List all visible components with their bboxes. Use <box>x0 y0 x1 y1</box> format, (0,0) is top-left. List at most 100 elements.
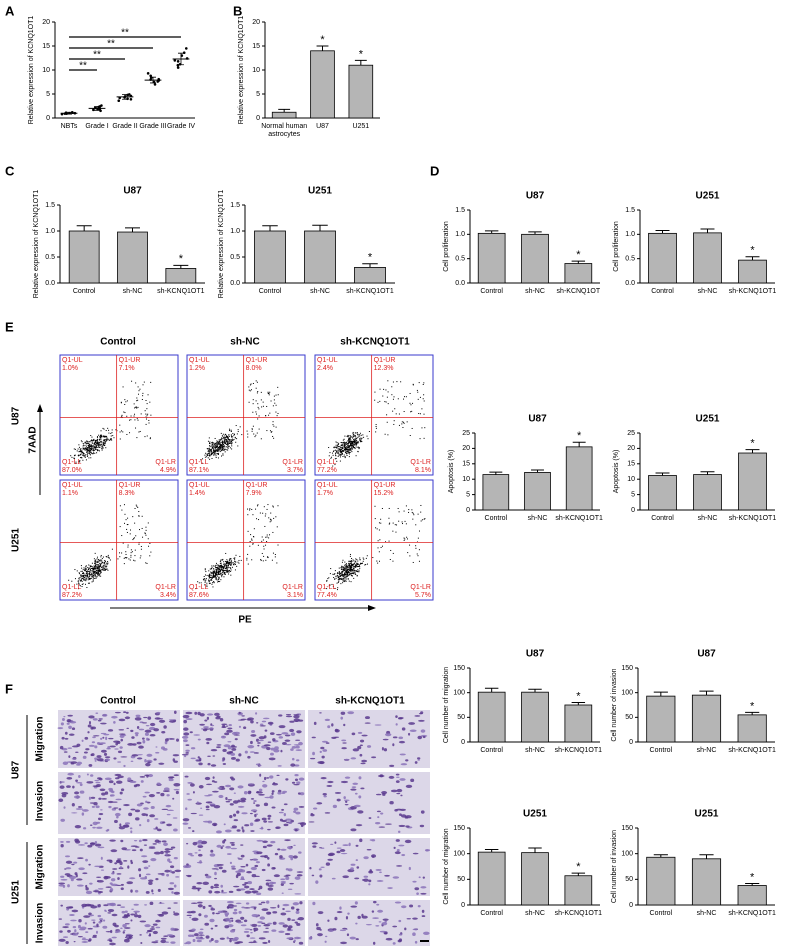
cell <box>88 715 95 719</box>
y-axis-label: Relative expression of KCNQ1OT1 <box>28 16 35 125</box>
event-dot <box>274 553 276 555</box>
event-dot <box>374 399 376 401</box>
event-dot <box>423 413 425 415</box>
event-dot <box>103 561 105 563</box>
event-dot <box>359 439 361 441</box>
event-dot <box>131 380 133 382</box>
event-dot <box>374 518 376 520</box>
event-dot <box>103 428 105 430</box>
data-point <box>146 72 150 75</box>
quadrant-name: Q1-LR <box>410 584 431 591</box>
data-point <box>184 47 188 50</box>
cell <box>296 781 301 785</box>
event-dot <box>350 444 352 446</box>
cell <box>197 845 204 848</box>
bar <box>354 266 386 284</box>
event-dot <box>341 572 343 574</box>
plot-frame <box>314 479 434 601</box>
event-dot <box>348 560 350 562</box>
cell <box>113 720 116 724</box>
event-dot <box>82 575 84 577</box>
cell <box>236 829 241 832</box>
cell <box>334 729 340 733</box>
event-dot <box>228 563 230 565</box>
cell <box>328 929 334 932</box>
event-dot <box>88 444 90 446</box>
event-dot <box>94 566 96 568</box>
event-dot <box>97 574 99 576</box>
cell <box>64 923 70 926</box>
event-dot <box>260 391 262 393</box>
cell <box>155 746 158 748</box>
event-dot <box>342 559 344 561</box>
event-dot <box>340 450 342 452</box>
event-dot <box>220 450 222 452</box>
event-dot <box>217 572 219 574</box>
cell <box>98 718 103 720</box>
event-dot <box>327 578 329 580</box>
event-dot <box>94 443 96 445</box>
event-dot <box>216 574 218 576</box>
event-dot <box>80 450 82 452</box>
event-dot <box>423 400 425 402</box>
cell <box>60 904 63 907</box>
event-dot <box>95 570 97 572</box>
event-dot <box>230 440 232 442</box>
event-dot <box>272 435 274 437</box>
event-dot <box>350 440 352 442</box>
event-dot <box>227 571 229 573</box>
event-dot <box>359 435 361 437</box>
cell <box>280 878 286 881</box>
event-dot <box>340 447 342 449</box>
y-tick-label: 0 <box>631 507 635 514</box>
event-dot <box>338 570 340 572</box>
event-dot <box>205 579 207 581</box>
event-dot <box>211 442 213 444</box>
event-dot <box>352 570 354 572</box>
event-dot <box>257 544 259 546</box>
error-bar <box>571 260 586 264</box>
row-label: U251 <box>11 528 22 552</box>
cell <box>295 739 301 741</box>
cell <box>294 828 298 832</box>
event-dot <box>331 583 333 585</box>
cell <box>350 867 354 871</box>
event-dot <box>355 443 357 445</box>
event-dot <box>83 575 85 577</box>
event-dot <box>146 414 148 416</box>
bar <box>646 856 676 906</box>
cell <box>321 740 328 743</box>
cell <box>119 791 123 795</box>
event-dot <box>344 446 346 448</box>
event-dot <box>217 570 219 572</box>
event-dot <box>346 566 348 568</box>
significance: ** <box>79 61 87 72</box>
event-dot <box>209 451 211 453</box>
cell <box>408 732 411 736</box>
x-tick-label: Control <box>480 288 503 295</box>
event-dot <box>348 567 350 569</box>
column-header: Control <box>100 337 136 348</box>
group-label: U251 <box>11 880 22 904</box>
significance: * <box>576 861 581 873</box>
cell <box>173 902 178 904</box>
event-dot <box>225 441 227 443</box>
cell <box>71 909 79 913</box>
event-dot <box>211 457 213 459</box>
cell <box>91 741 96 744</box>
event-dot <box>100 559 102 561</box>
event-dot <box>274 556 276 558</box>
cell <box>257 924 262 927</box>
cell <box>349 936 356 940</box>
event-dot <box>392 398 394 400</box>
event-dot <box>350 564 352 566</box>
cell <box>282 742 287 745</box>
event-dot <box>96 436 98 438</box>
event-dot <box>148 419 150 421</box>
event-dot <box>239 555 241 557</box>
cell <box>243 726 247 730</box>
cell <box>63 751 68 753</box>
event-dot <box>354 438 356 440</box>
event-dot <box>341 451 343 453</box>
event-dot <box>230 567 232 569</box>
